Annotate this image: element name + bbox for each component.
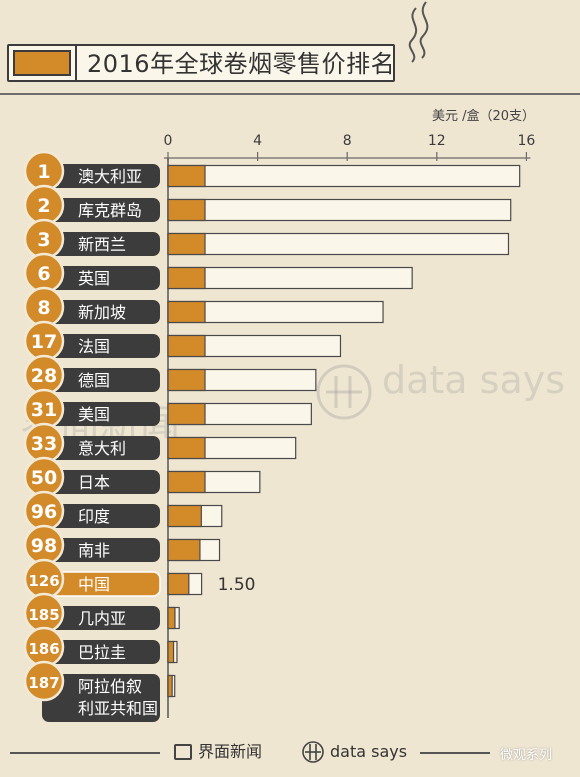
footer-brand-jiemian: 界面新闻	[198, 742, 263, 761]
price-bar-filter	[167, 266, 206, 290]
country-label: 巴拉圭	[78, 643, 126, 662]
price-bar-filter	[167, 640, 175, 664]
country-label: 利亚共和国	[78, 699, 158, 718]
country-label-pill	[42, 334, 160, 358]
rank-number: 6	[37, 263, 50, 285]
x-tick-label: 0	[164, 133, 173, 149]
footer-rule-left	[10, 752, 160, 754]
rank-number: 2	[37, 195, 50, 217]
country-label: 法国	[78, 337, 110, 356]
country-label-pill	[42, 368, 160, 392]
country-label: 英国	[78, 269, 110, 288]
country-label: 南非	[78, 541, 110, 560]
country-label-pill	[42, 674, 160, 722]
price-bar-filter	[167, 164, 206, 188]
title-rule	[0, 93, 580, 95]
title-divider	[75, 46, 77, 80]
price-bar-filter	[167, 198, 206, 222]
price-bar-filter	[167, 232, 206, 256]
rank-number: 98	[31, 535, 57, 557]
price-bar	[167, 232, 510, 256]
price-bar-filter	[167, 504, 202, 528]
rank-number: 185	[28, 606, 59, 624]
country-label: 澳大利亚	[78, 167, 142, 186]
rank-number: 187	[28, 674, 59, 692]
watermark-datasays: data says	[382, 358, 566, 402]
country-label: 日本	[78, 473, 110, 492]
rank-number: 31	[31, 399, 57, 421]
price-bar-filter	[167, 368, 206, 392]
rank-number: 33	[31, 433, 57, 455]
price-bar	[167, 164, 521, 188]
chart-title: 2016年全球卷烟零售价排名	[87, 50, 396, 78]
country-label: 意大利	[78, 439, 126, 458]
corner-watermark: 微观系列	[500, 748, 553, 763]
country-label-pill	[42, 640, 160, 664]
country-label: 印度	[78, 507, 110, 526]
country-label: 中国	[78, 575, 110, 594]
rank-number: 8	[37, 297, 50, 319]
rank-badge	[23, 660, 65, 702]
price-bar-filter	[167, 538, 201, 562]
country-label: 库克群岛	[78, 201, 142, 220]
rank-number: 96	[31, 501, 57, 523]
price-bar-filter	[167, 572, 190, 596]
country-label-pill	[42, 164, 160, 188]
country-label: 新加坡	[78, 303, 126, 322]
rank-number: 186	[28, 640, 59, 658]
country-label: 阿拉伯叙	[78, 677, 142, 696]
footer-brand-datasays: data says	[330, 742, 408, 761]
price-bar-filter	[167, 674, 173, 698]
price-bar-filter	[167, 300, 206, 324]
country-label-pill	[42, 538, 160, 562]
country-label-pill	[42, 470, 160, 494]
country-label-pill	[42, 402, 160, 426]
unit-label: 美元 /盒（20支）	[432, 109, 536, 124]
x-tick-label: 12	[428, 133, 446, 149]
country-label-pill	[42, 504, 160, 528]
rank-number: 50	[31, 467, 57, 489]
country-label-pill	[42, 436, 160, 460]
rank-number: 1	[37, 161, 50, 183]
price-bar-filter	[167, 606, 176, 630]
x-tick-label: 8	[343, 133, 352, 149]
x-tick-label: 16	[517, 133, 535, 149]
country-label-pill	[42, 300, 160, 324]
rank-number: 126	[28, 572, 59, 590]
country-label-pill	[42, 198, 160, 222]
country-label: 几内亚	[78, 609, 126, 628]
footer-rule-right	[420, 752, 490, 754]
country-label: 新西兰	[78, 235, 126, 254]
x-tick-label: 4	[253, 133, 262, 149]
country-label-pill	[42, 266, 160, 290]
rank-number: 3	[37, 229, 50, 251]
country-label: 德国	[78, 371, 110, 390]
country-label-pill	[42, 232, 160, 256]
price-bar-filter	[167, 470, 206, 494]
title-swatch	[13, 50, 71, 76]
price-bar-filter	[167, 436, 206, 460]
country-label-pill	[42, 606, 160, 630]
price-bar	[167, 198, 512, 222]
rank-number: 28	[31, 365, 57, 387]
jiemian-logo-icon	[174, 744, 192, 760]
title-bar: 2016年全球卷烟零售价排名	[7, 44, 395, 82]
china-value-label: 1.50	[218, 575, 256, 595]
price-bar-filter	[167, 402, 206, 426]
rank-number: 17	[31, 331, 57, 353]
price-bar-filter	[167, 334, 206, 358]
country-label: 美国	[78, 405, 110, 424]
